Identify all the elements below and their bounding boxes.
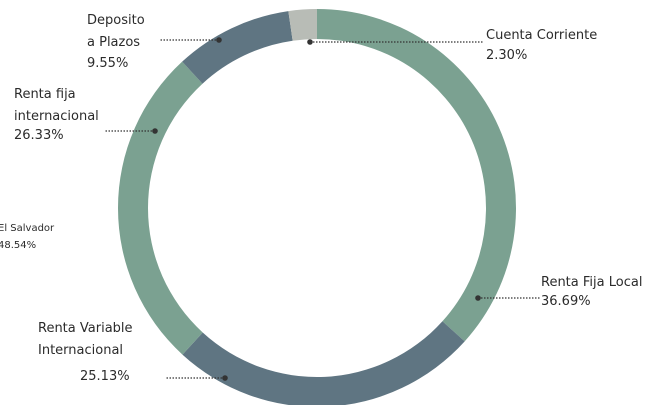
- donut-segment: [288, 9, 317, 41]
- category-label: Renta Variable Internacional: [38, 321, 133, 358]
- leader-dot: [475, 295, 481, 301]
- value-label: 9.55%: [87, 56, 128, 71]
- value-label: 2.30%: [486, 48, 527, 63]
- value-label: 25.13%: [80, 369, 130, 384]
- value-label: 36.69%: [541, 294, 591, 309]
- leader-dot: [222, 375, 228, 381]
- donut-segment: [317, 9, 516, 342]
- donut-segment: [182, 11, 293, 84]
- leader-dot: [216, 37, 222, 43]
- leader-dot: [152, 128, 158, 134]
- leader-dot: [307, 39, 313, 45]
- annotation: El Salvador: [0, 223, 55, 234]
- donut-segment: [118, 61, 203, 355]
- category-label: Cuenta Corriente: [486, 28, 597, 43]
- value-label: 26.33%: [14, 128, 64, 143]
- category-label: Deposito a Plazos: [87, 13, 145, 50]
- donut-segment: [182, 321, 465, 405]
- category-label: Renta fija internacional: [14, 87, 99, 124]
- annotation: 48.54%: [0, 240, 36, 251]
- category-label: Renta Fija Local: [541, 275, 642, 290]
